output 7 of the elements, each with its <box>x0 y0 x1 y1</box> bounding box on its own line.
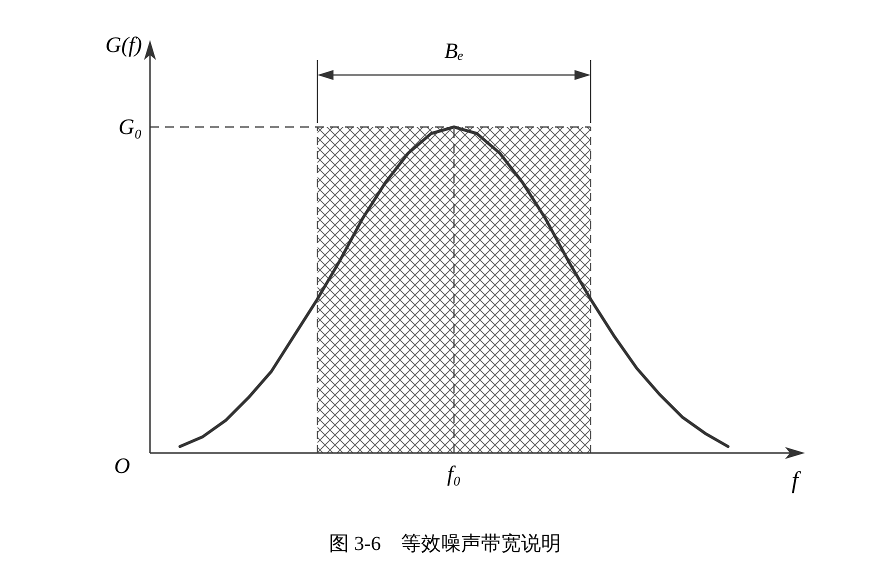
caption: 图 3-6 等效噪声带宽说明 <box>329 533 561 555</box>
ref-line-label: G₀ <box>118 114 142 139</box>
text: f₀ <box>447 461 461 486</box>
y-axis-title: G(f) <box>105 32 142 57</box>
text: Bₑ <box>444 38 464 63</box>
text: O <box>114 453 130 478</box>
x-axis-title: f <box>792 468 802 494</box>
